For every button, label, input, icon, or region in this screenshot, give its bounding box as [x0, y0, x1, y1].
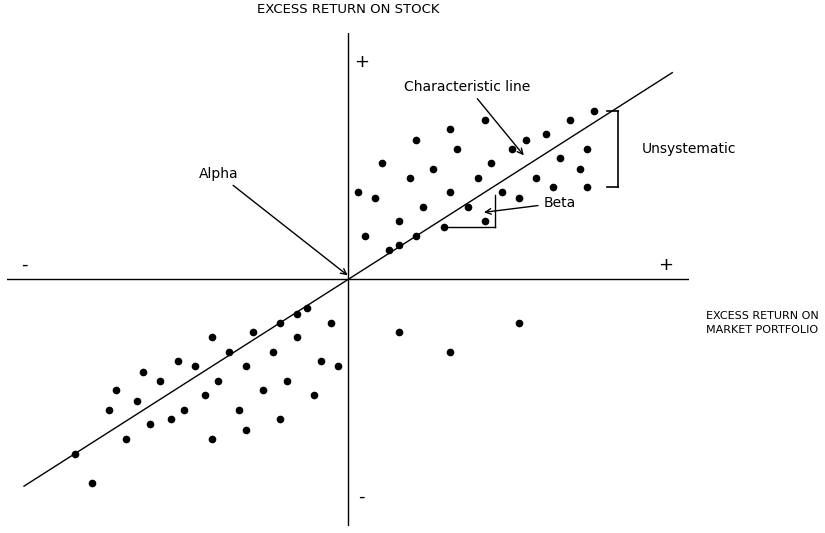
Text: -: -: [21, 256, 27, 274]
Text: +: +: [658, 256, 673, 274]
Text: Alpha: Alpha: [199, 167, 346, 274]
Text: -: -: [359, 488, 365, 506]
Text: Unsystematic: Unsystematic: [642, 142, 736, 156]
Text: EXCESS RETURN ON STOCK: EXCESS RETURN ON STOCK: [257, 3, 440, 16]
Text: Beta: Beta: [485, 196, 576, 214]
Text: Characteristic line: Characteristic line: [404, 80, 530, 154]
Text: EXCESS RETURN ON
MARKET PORTFOLIO: EXCESS RETURN ON MARKET PORTFOLIO: [706, 311, 819, 335]
Text: +: +: [354, 53, 370, 71]
